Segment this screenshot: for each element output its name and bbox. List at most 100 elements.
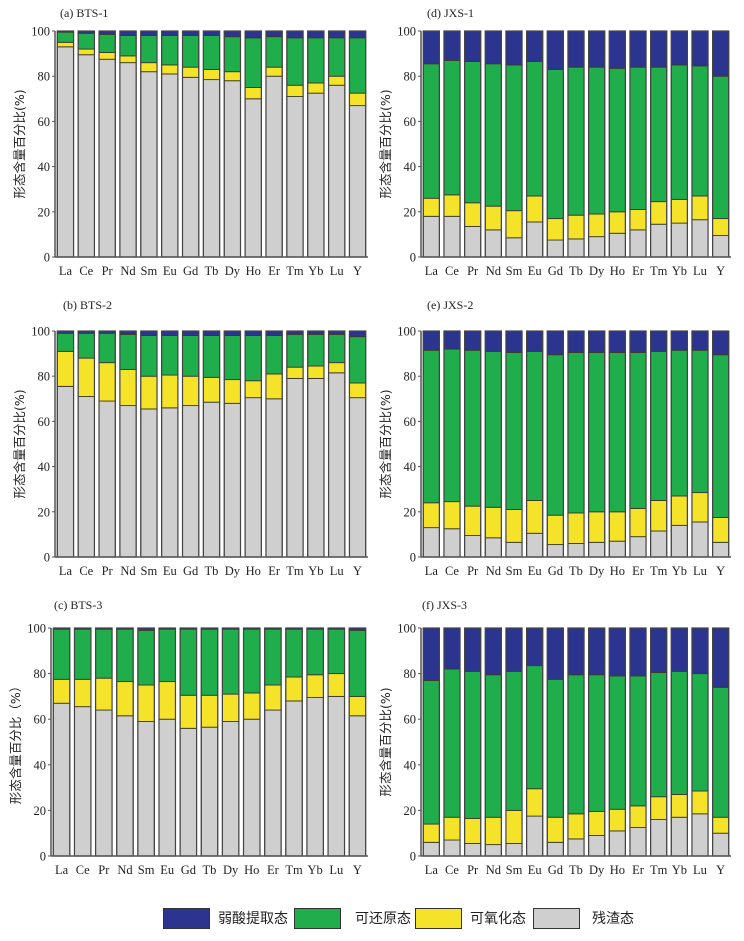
bar-segment-dy: Dy 可还原态: 15.5: [223, 36, 241, 73]
bar-segment-gd: Gd 可还原态: 66: [546, 68, 564, 220]
bar-segment-la: La 残渣态: 6: [422, 841, 440, 857]
bar-segment-tm: Tm 可还原态: 59.5: [650, 66, 668, 203]
y-tick-label: 60: [38, 415, 51, 429]
bar-segment-la: La 可氧化态: 10.5: [52, 678, 71, 704]
y-tick-label: 80: [38, 70, 51, 84]
x-tick-label: Sm: [141, 564, 158, 578]
bar-segment-er: Er 残渣态: 12: [629, 229, 647, 258]
bar-segment-eu: Eu 残渣态: 60: [158, 718, 176, 857]
x-tick-label: Pr: [98, 863, 110, 877]
y-axis-label: 形态含量百分比(%): [12, 89, 27, 198]
bar-segment-y: Y 残渣态: 70.5: [348, 397, 367, 558]
bar-segment-y: Y 可氧化态: 8.5: [348, 695, 367, 717]
bar-segment-ho: Ho 可氧化态: 5: [244, 87, 262, 100]
bar-segment-yb: Yb 可还原态: 54: [670, 670, 688, 795]
bar-segment-sm: Sm 可氧化态: 14.5: [505, 509, 523, 543]
bar-segment-y: Y 弱酸提取态: 26: [712, 627, 730, 688]
bar-segment-pr: Pr 弱酸提取态: 19: [464, 627, 482, 672]
x-tick-label: Gd: [548, 264, 564, 278]
bar-segment-y: Y 残渣态: 6.5: [712, 541, 730, 558]
bar-segment-nd: Nd 可氧化态: 10.5: [484, 205, 502, 231]
bar-segment-tb: Tb 残渣态: 6: [567, 542, 585, 558]
y-tick-label: 0: [410, 850, 416, 864]
bar-segment-dy: Dy 残渣态: 6.5: [588, 541, 606, 558]
bar-segment-y: Y 可氧化态: 6.5: [348, 382, 367, 399]
bar-segment-sm: Sm 可还原态: 69.5: [505, 352, 523, 510]
x-tick-label: Ho: [244, 863, 259, 877]
bar-segment-dy: Dy 弱酸提取态: 2.5: [223, 30, 241, 38]
bar-segment-gd: Gd 可还原态: 18: [182, 335, 200, 377]
x-tick-label: La: [55, 863, 69, 877]
bar-segment-la: La 残渣态: 67: [52, 702, 71, 857]
bar-segment-dy: Dy 残渣态: 78: [223, 80, 241, 258]
bar-segment-dy: Dy 可还原态: 28.5: [221, 628, 240, 695]
bar-segment-tb: Tb 残渣态: 56.5: [200, 726, 219, 857]
bar-segment-yb: Yb 可氧化态: 13: [670, 495, 688, 526]
bar-segment-lu: Lu 残渣态: 15.5: [691, 521, 709, 558]
bar-segment-gd: Gd 残渣态: 5.5: [546, 544, 564, 558]
bar-segment-er: Er 残渣态: 64: [264, 709, 282, 857]
bar-segment-eu: Eu 残渣态: 66: [161, 407, 179, 558]
bar-segment-ho: Ho 可氧化态: 13: [608, 511, 626, 542]
bar-segment-ce: Ce 可氧化态: 12: [74, 678, 92, 708]
bar-segment-tb: Tb 可还原态: 29: [200, 628, 219, 696]
bar-segment-tm: Tm 可氧化态: 10: [650, 796, 668, 820]
bar-segment-ce: Ce 残渣态: 89.5: [77, 54, 95, 258]
bar-segment-tb: Tb 可氧化态: 13.5: [567, 512, 585, 544]
bar-segment-lu: Lu 残渣态: 81.5: [328, 372, 346, 558]
bar-segment-sm: Sm 残渣态: 8.5: [505, 237, 523, 258]
bar-segment-yb: Yb 弱酸提取态: 8.5: [670, 330, 688, 351]
x-tick-label: Yb: [308, 863, 323, 877]
bar-segment-sm: Sm 可还原态: 18: [140, 335, 158, 377]
bar-segment-ce: Ce 可氧化态: 10: [443, 816, 461, 841]
x-tick-label: Er: [268, 564, 281, 578]
y-tick-label: 80: [404, 70, 417, 84]
bar-segment-y: Y 可还原态: 24.5: [348, 37, 367, 94]
bar-segment-tb: Tb 弱酸提取态: 20.5: [567, 627, 585, 676]
bar-segment-la: La 弱酸提取态: 14.5: [422, 30, 440, 65]
bar-segment-tm: Tm 弱酸提取态: 19.5: [650, 627, 668, 673]
bar-segment-y: Y 可还原态: 29: [348, 629, 367, 697]
x-tick-label: Ho: [246, 264, 261, 278]
bar-segment-sm: Sm 弱酸提取态: 15: [505, 30, 523, 66]
y-tick-label: 100: [31, 25, 50, 39]
chart-title: (c) BTS-3: [54, 598, 102, 612]
y-tick-label: 20: [34, 804, 47, 818]
bar-segment-dy: Dy 弱酸提取态: 9.5: [588, 330, 606, 353]
bar-segment-sm: Sm 可还原态: 24: [137, 629, 155, 686]
bar-segment-nd: Nd 弱酸提取态: 20.5: [484, 627, 502, 676]
bar-segment-pr: Pr 弱酸提取态: 13.5: [464, 30, 482, 62]
bar-segment-la: La 残渣态: 18: [422, 215, 440, 258]
bar-segment-tm: Tm 可还原态: 14.5: [286, 333, 304, 368]
bar-segment-tm: Tm 弱酸提取态: 9: [650, 330, 668, 352]
bar-segment-nd: Nd 弱酸提取态: 14.5: [484, 30, 502, 65]
bar-segment-lu: Lu 残渣态: 70: [327, 695, 345, 857]
bar-segment-nd: Nd 可氧化态: 12: [484, 816, 502, 846]
bar-segment-gd: Gd 可还原态: 71: [546, 354, 564, 516]
x-tick-label: Tb: [569, 863, 583, 877]
bar-segment-ho: Ho 可氧化态: 9.5: [608, 808, 626, 832]
bar-segment-er: Er 残渣态: 80: [265, 75, 283, 258]
bar-segment-eu: Eu 可还原态: 17.5: [161, 335, 179, 376]
bar-segment-eu: Eu 可还原态: 13: [161, 35, 179, 66]
bar-segment-tm: Tm 残渣态: 14.5: [650, 223, 668, 258]
x-tick-label: Ce: [445, 564, 459, 578]
bar-segment-tm: Tm 可还原态: 66: [650, 350, 668, 501]
y-tick-label: 0: [410, 251, 416, 265]
y-tick-label: 40: [34, 758, 47, 772]
bar-segment-er: Er 可氧化态: 12.5: [629, 507, 647, 538]
x-tick-label: Lu: [693, 264, 708, 278]
bar-segment-tm: Tm 可氧化态: 10: [650, 201, 668, 225]
bar-segment-gd: Gd 弱酸提取态: 2: [182, 30, 200, 36]
y-tick-label: 0: [40, 850, 46, 864]
bar-segment-dy: Dy 可还原态: 65: [588, 66, 606, 215]
bar-segment-tb: Tb 可还原态: 71: [567, 352, 585, 514]
bar-segment-pr: Pr 可还原态: 21.5: [95, 628, 113, 679]
bar-segment-pr: Pr 残渣态: 5.5: [464, 843, 482, 857]
bar-segment-er: Er 可氧化态: 11: [264, 684, 282, 711]
bar-segment-dy: Dy 可氧化态: 10.5: [223, 379, 241, 404]
x-tick-label: Tm: [286, 564, 304, 578]
bar-segment-dy: Dy 弱酸提取态: 16: [588, 30, 606, 68]
